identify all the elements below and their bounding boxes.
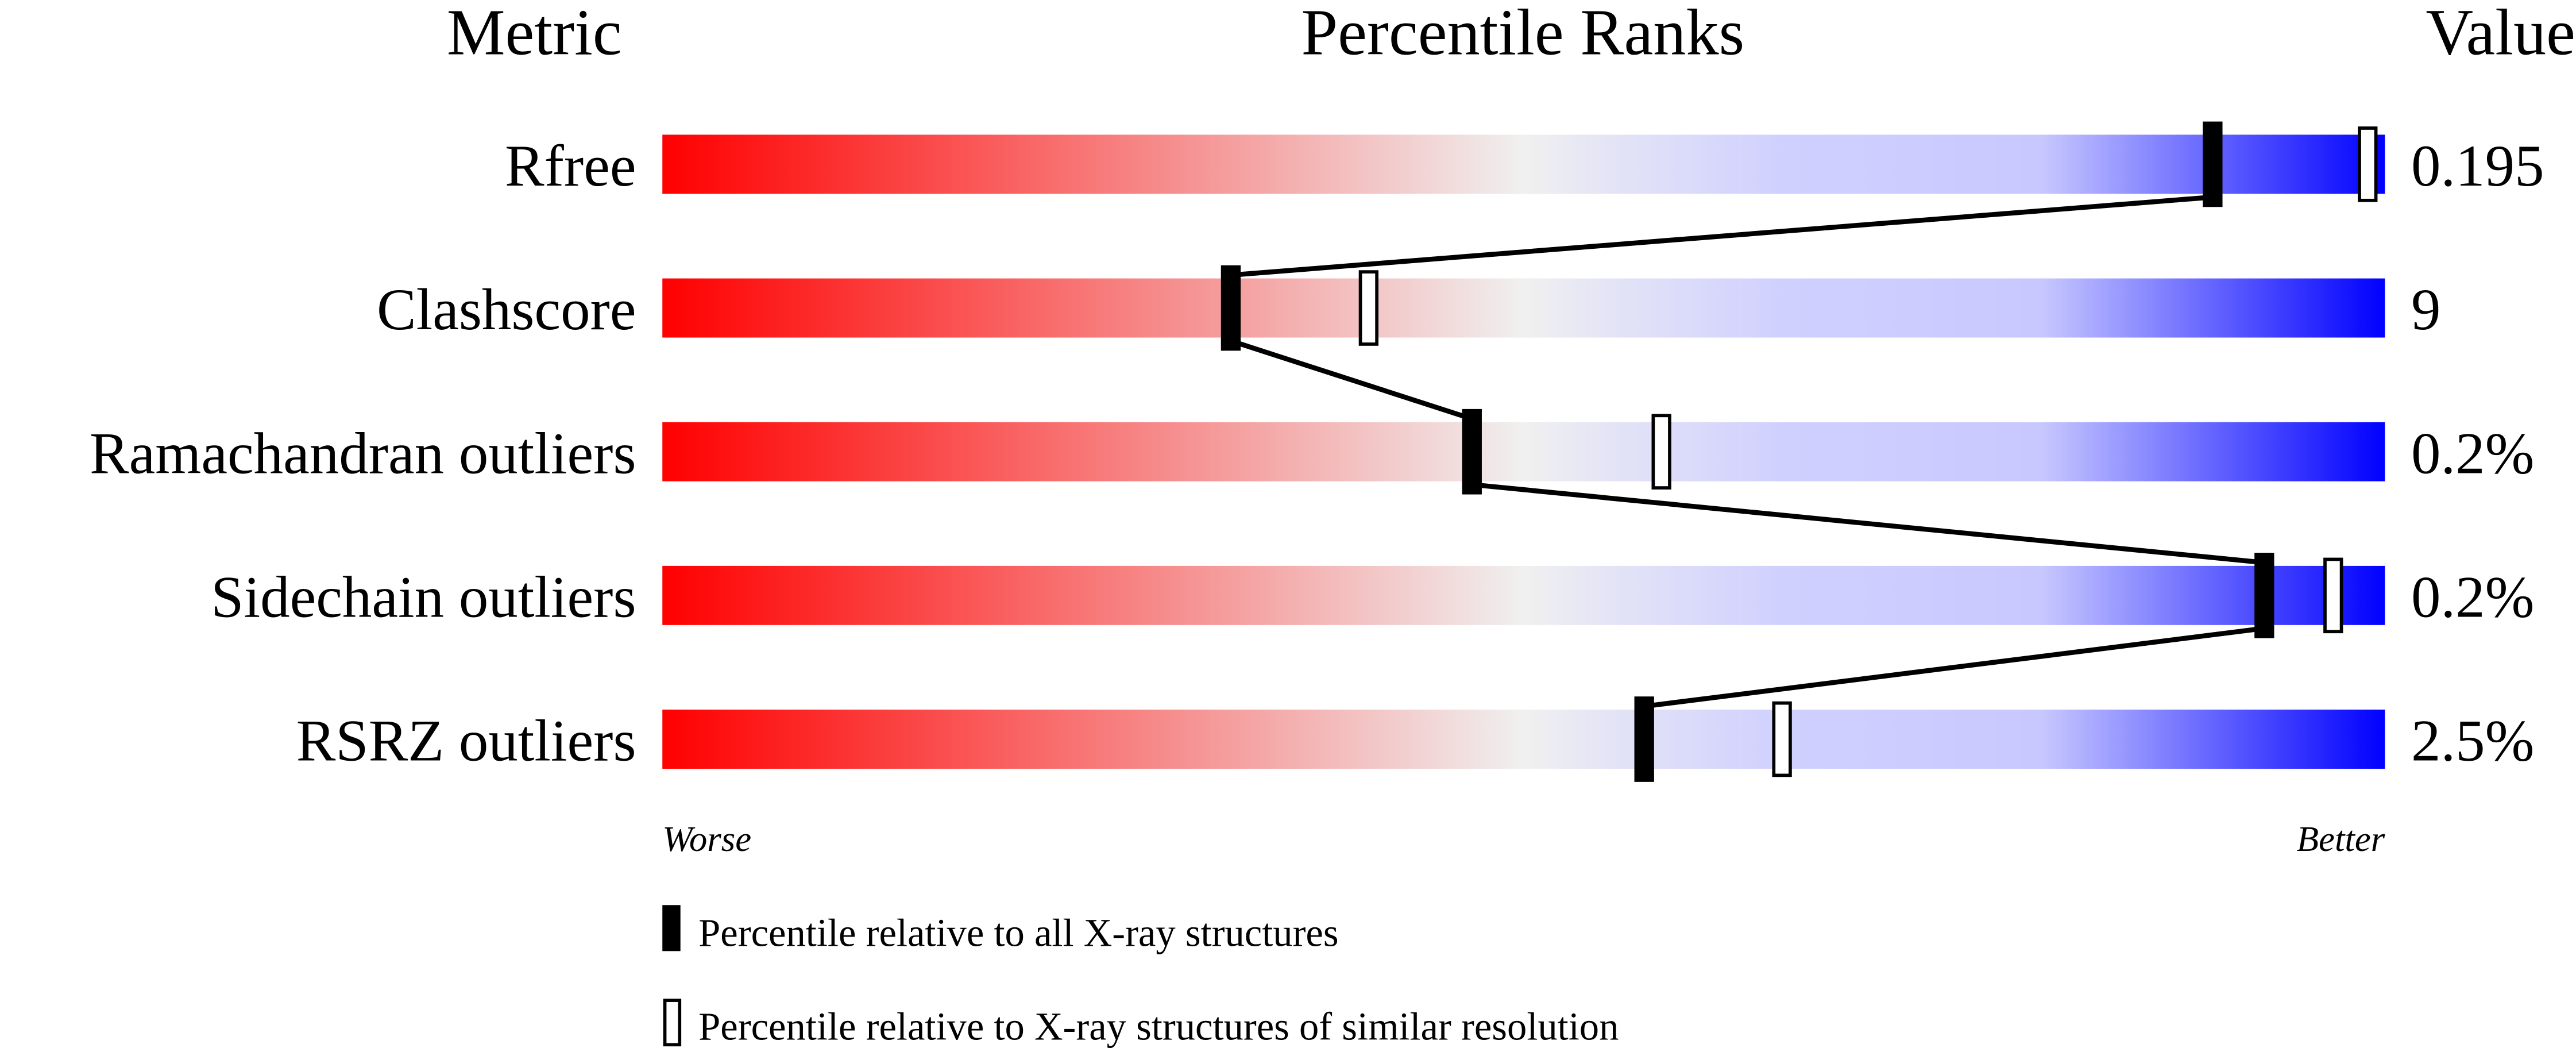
legend-open-marker — [663, 999, 682, 1047]
filled-marker — [1634, 696, 1654, 782]
metric-value: 2.5% — [2411, 708, 2534, 774]
better-label: Better — [2297, 819, 2385, 859]
legend-filled-marker — [662, 905, 681, 951]
metric-value: 0.2% — [2411, 565, 2534, 630]
metric-value: 9 — [2411, 277, 2440, 342]
header-value: Value — [2426, 0, 2575, 68]
metric-value: 0.195 — [2411, 133, 2544, 199]
metric-value: 0.2% — [2411, 421, 2534, 486]
metric-label: Sidechain outliers — [211, 565, 636, 630]
filled-marker — [1462, 409, 1482, 495]
header-metric: Metric — [447, 0, 622, 68]
filled-marker — [2203, 121, 2223, 207]
legend-filled-label: Percentile relative to all X-ray structu… — [698, 911, 1338, 955]
percentile-bar — [662, 710, 2385, 769]
open-marker — [2358, 126, 2378, 202]
connector-line — [1230, 194, 2213, 278]
worse-label: Worse — [662, 819, 751, 859]
connector-line — [1472, 482, 2265, 565]
open-marker — [1651, 414, 1671, 490]
metric-label: Rfree — [505, 133, 636, 199]
metric-label: Ramachandran outliers — [90, 421, 636, 486]
percentile-bar — [662, 565, 2385, 625]
percentile-bar — [662, 278, 2385, 338]
percentile-bar — [662, 422, 2385, 481]
open-marker — [1358, 270, 1378, 346]
filled-marker — [2254, 553, 2274, 638]
header-percentile: Percentile Ranks — [1301, 0, 1745, 68]
percentile-bar — [662, 134, 2385, 194]
metric-label: RSRZ outliers — [296, 708, 636, 774]
connector-line — [1644, 626, 2265, 709]
open-marker — [1772, 701, 1792, 777]
legend-open-label: Percentile relative to X-ray structures … — [698, 1005, 1619, 1048]
connector-line — [1230, 338, 1473, 422]
metric-label: Clashscore — [377, 277, 636, 342]
open-marker — [2323, 557, 2343, 634]
filled-marker — [1221, 265, 1241, 351]
